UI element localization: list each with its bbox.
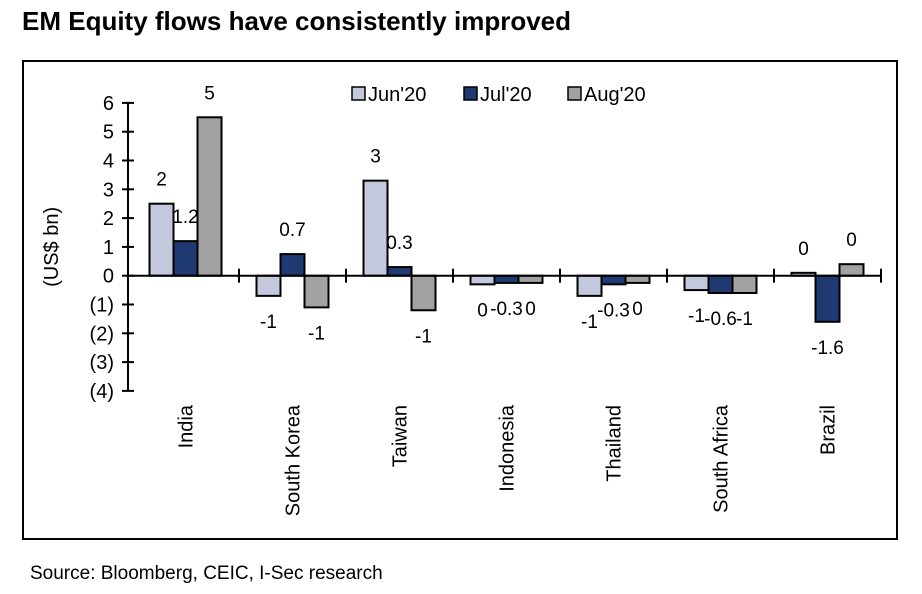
bar	[707, 274, 734, 294]
data-label: 0	[477, 300, 488, 321]
bar	[172, 240, 199, 277]
data-label: -0.3	[490, 299, 523, 320]
bar	[279, 253, 306, 277]
data-label: 0	[846, 230, 857, 251]
legend-label: Aug'20	[584, 84, 646, 106]
bar	[624, 274, 651, 284]
data-label: 3	[370, 147, 381, 168]
y-tick-label: 1	[103, 237, 114, 259]
x-tick-label: South Africa	[711, 404, 733, 513]
data-label: 0	[798, 239, 809, 260]
bar	[386, 266, 413, 277]
y-tick-label: (1)	[90, 295, 114, 317]
data-label: 0	[525, 299, 536, 320]
y-tick-label: 4	[103, 151, 114, 173]
bar	[517, 274, 544, 284]
y-tick-label: 5	[103, 122, 114, 144]
data-label: -1	[260, 312, 277, 333]
y-tick-label: (3)	[90, 352, 114, 374]
data-label: -0.6	[704, 309, 737, 330]
y-tick-label: 0	[103, 266, 114, 288]
bar	[576, 274, 603, 297]
data-label: 0	[632, 299, 643, 320]
x-tick-label: India	[176, 404, 198, 448]
bar	[148, 202, 175, 277]
bar	[683, 274, 710, 292]
bar	[731, 274, 758, 294]
bar	[196, 116, 223, 277]
y-tick-label: 2	[103, 208, 114, 230]
data-label: 0.3	[386, 233, 412, 254]
bar	[362, 179, 389, 277]
data-label: -1	[688, 306, 705, 327]
data-label: 0.7	[279, 220, 305, 241]
y-axis-label: (US$ bn)	[41, 207, 63, 287]
data-label: 5	[204, 83, 215, 104]
bar	[303, 274, 330, 309]
legend-label: Jul'20	[480, 84, 532, 106]
x-tick-label: Brazil	[818, 405, 840, 455]
data-label: -0.3	[597, 300, 630, 321]
data-label: 2	[156, 170, 167, 191]
bar	[469, 274, 496, 286]
chart-frame	[22, 60, 898, 540]
bar	[814, 274, 841, 323]
data-label: -1	[308, 323, 325, 344]
x-tick-label: Indonesia	[497, 404, 519, 492]
data-label: -1	[415, 326, 432, 347]
data-label: 1.2	[172, 207, 198, 228]
source-note: Source: Bloomberg, CEIC, I-Sec research	[30, 563, 383, 584]
legend-label: Jun'20	[368, 84, 426, 106]
x-tick-label: Taiwan	[390, 405, 412, 467]
bar	[255, 274, 282, 297]
y-tick-label: 6	[103, 93, 114, 115]
data-label: -1	[736, 309, 753, 330]
legend-swatch	[463, 86, 478, 101]
y-tick-label: (4)	[90, 381, 114, 403]
x-tick-label: Thailand	[604, 405, 626, 482]
x-tick-label: South Korea	[283, 404, 305, 516]
bar	[410, 274, 437, 312]
chart-title: EM Equity flows have consistently improv…	[22, 6, 572, 36]
bar	[600, 274, 627, 286]
data-label: -1.6	[811, 338, 844, 359]
y-tick-label: (2)	[90, 323, 114, 345]
data-label: -1	[581, 312, 598, 333]
y-tick-label: 3	[103, 179, 114, 201]
legend-swatch	[351, 86, 366, 101]
legend-swatch	[567, 86, 582, 101]
bar	[838, 263, 865, 277]
bar	[493, 274, 520, 284]
